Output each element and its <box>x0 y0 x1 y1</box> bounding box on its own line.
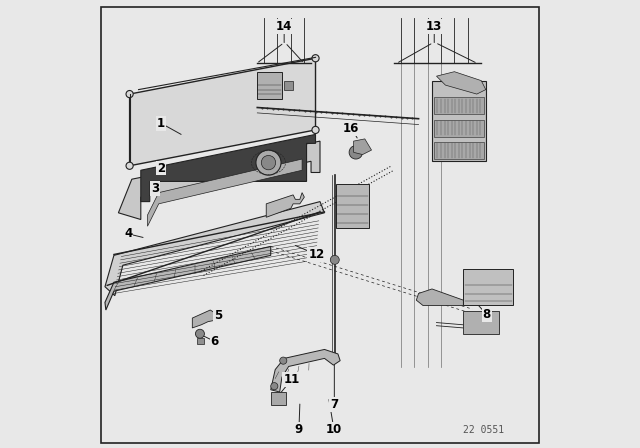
Circle shape <box>256 150 281 175</box>
Text: 4: 4 <box>124 227 132 241</box>
Circle shape <box>280 357 287 364</box>
Bar <box>284 81 293 90</box>
Text: 14: 14 <box>276 20 292 34</box>
Circle shape <box>312 55 319 62</box>
Polygon shape <box>105 246 271 310</box>
Polygon shape <box>353 139 371 155</box>
Bar <box>463 269 513 305</box>
Circle shape <box>349 146 362 159</box>
Text: 9: 9 <box>295 422 303 436</box>
Text: 5: 5 <box>214 309 222 323</box>
Text: 12: 12 <box>308 248 324 261</box>
Polygon shape <box>105 202 324 296</box>
Text: 22 0551: 22 0551 <box>463 425 504 435</box>
Polygon shape <box>118 141 320 220</box>
Bar <box>435 97 484 114</box>
Polygon shape <box>141 134 316 202</box>
Polygon shape <box>192 310 216 328</box>
Polygon shape <box>130 58 316 166</box>
Polygon shape <box>148 159 302 226</box>
Bar <box>271 392 287 405</box>
Text: 2: 2 <box>157 161 165 175</box>
Circle shape <box>195 329 204 338</box>
Text: 13: 13 <box>426 20 442 34</box>
Circle shape <box>126 162 133 169</box>
Bar <box>257 72 282 99</box>
Circle shape <box>271 383 278 390</box>
Text: 8: 8 <box>483 308 491 321</box>
Bar <box>336 184 369 228</box>
Polygon shape <box>266 193 305 217</box>
Text: 16: 16 <box>343 121 360 135</box>
Text: 3: 3 <box>151 181 159 195</box>
Circle shape <box>261 155 276 170</box>
Polygon shape <box>271 349 340 392</box>
Bar <box>435 142 484 159</box>
Text: 6: 6 <box>211 335 219 348</box>
Bar <box>197 338 204 344</box>
Text: 10: 10 <box>326 422 342 436</box>
Polygon shape <box>417 289 463 306</box>
Text: 7: 7 <box>330 397 339 411</box>
Bar <box>432 81 486 161</box>
Circle shape <box>312 126 319 134</box>
Bar <box>435 120 484 137</box>
Text: 11: 11 <box>284 373 300 387</box>
Circle shape <box>126 90 133 98</box>
Circle shape <box>330 255 339 264</box>
Bar <box>463 311 499 334</box>
Text: 1: 1 <box>157 116 165 130</box>
Polygon shape <box>436 72 486 94</box>
